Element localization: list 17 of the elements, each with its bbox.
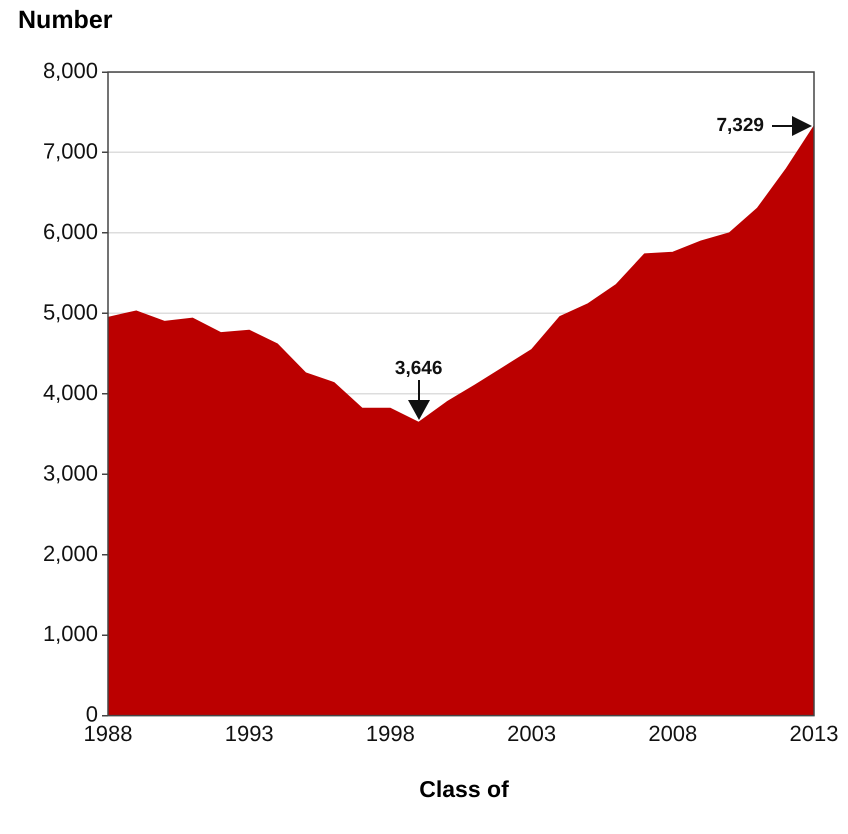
x-tick-label: 1998 xyxy=(366,720,415,746)
y-tick-label: 8,000 xyxy=(42,58,98,84)
y-tick-label: 4,000 xyxy=(42,380,98,405)
x-tick-label: 1993 xyxy=(224,720,274,746)
x-tick-label: 2003 xyxy=(507,720,556,746)
annotation: 7,329 xyxy=(716,115,764,136)
x-tick-label: 2008 xyxy=(648,720,698,746)
y-tick-label: 7,000 xyxy=(42,138,98,164)
y-tick-label: 5,000 xyxy=(42,299,98,324)
x-axis-title: Class of xyxy=(418,776,510,803)
annotation: 3,646 xyxy=(394,358,442,380)
x-tick-label: 2013 xyxy=(790,720,838,746)
y-axis-title: Number xyxy=(18,6,112,35)
y-tick-label: 3,000 xyxy=(42,460,98,486)
y-tick-label: 6,000 xyxy=(42,218,98,244)
y-tick-label: 2,000 xyxy=(42,540,98,566)
y-tick-label: 1,000 xyxy=(42,621,98,646)
